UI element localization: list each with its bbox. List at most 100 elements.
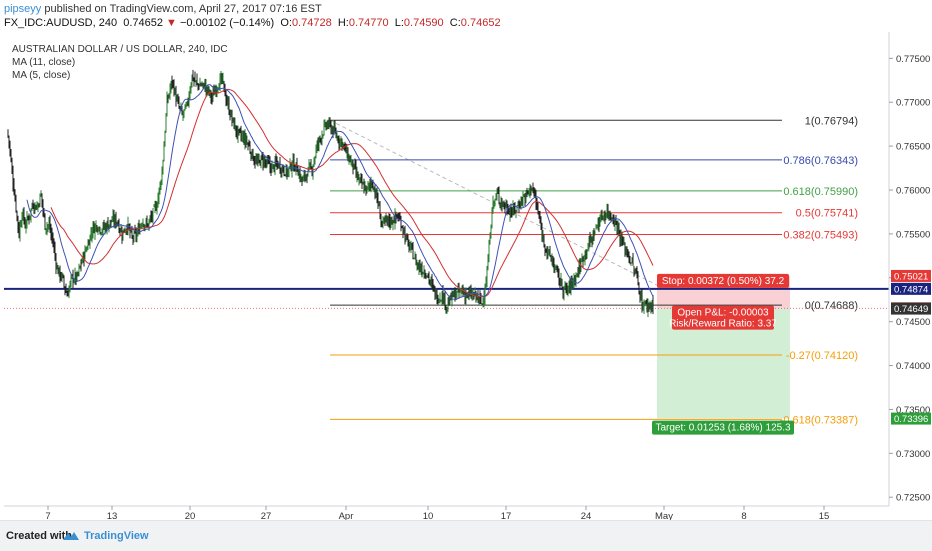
candle-body <box>126 229 128 231</box>
candle-body <box>123 228 125 233</box>
target-label-box[interactable] <box>652 420 794 435</box>
candle-body <box>500 201 502 205</box>
candle-body <box>590 238 592 240</box>
candle-body <box>158 188 160 199</box>
candle-body <box>506 203 508 211</box>
candle-body <box>527 190 529 193</box>
candle-body <box>358 178 360 180</box>
candle-body <box>334 126 336 132</box>
candle-body <box>609 211 611 217</box>
candle-body <box>604 215 606 219</box>
candle-body <box>250 152 252 158</box>
candle-body <box>23 210 25 222</box>
candle-body <box>530 186 532 192</box>
stop-label-box[interactable] <box>657 273 789 288</box>
candle-body <box>598 223 600 227</box>
candle-body <box>138 226 140 234</box>
candle-body <box>429 280 431 282</box>
candle-body <box>563 287 565 294</box>
candle-body <box>505 204 507 207</box>
time-tick-label: 13 <box>107 511 118 520</box>
candle-body <box>328 120 330 126</box>
candle-body <box>132 237 134 239</box>
candle-body <box>627 251 629 258</box>
candle-body <box>378 205 380 207</box>
candle-body <box>208 87 210 93</box>
candle-body <box>482 298 484 304</box>
chart-header: pipseyy published on TradingView.com, Ap… <box>0 0 932 30</box>
candle-body <box>487 260 489 270</box>
candle-body <box>280 169 282 173</box>
candle-body <box>193 79 195 81</box>
stop-label-text: Stop: 0.00372 (0.50%) 37.2 <box>662 276 785 287</box>
pnl-label-box[interactable] <box>672 305 774 330</box>
low-value: 0.74590 <box>403 17 444 29</box>
candle-body <box>502 202 504 205</box>
candle-body <box>402 226 404 232</box>
candle-body <box>7 130 9 137</box>
candle-body <box>380 218 382 222</box>
candle-body <box>555 267 557 269</box>
candle-body <box>616 222 618 231</box>
candle-body <box>153 206 155 207</box>
candle-body <box>198 84 200 88</box>
created-with-label: Created with <box>6 530 73 542</box>
candle-body <box>570 279 572 291</box>
candle-body <box>512 205 514 215</box>
candle-body <box>333 127 335 135</box>
legend-title: AUSTRALIAN DOLLAR / US DOLLAR, 240, IDC <box>12 44 228 55</box>
candle-body <box>432 283 434 286</box>
candle-body <box>332 126 334 135</box>
candle-body <box>313 160 315 166</box>
candle-body <box>464 292 466 299</box>
candle-body <box>225 95 227 102</box>
candle-body <box>143 224 145 228</box>
fib-level-label: 0(0.74688) <box>805 300 858 312</box>
candle-body <box>15 197 17 212</box>
legend-ma11[interactable]: MA (11, close) <box>12 57 76 68</box>
candle-body <box>201 84 203 86</box>
candle-body <box>306 176 308 178</box>
candle-body <box>614 218 616 225</box>
ma5-line[interactable] <box>26 84 654 301</box>
candle-body <box>182 113 184 115</box>
publish-info: pipseyy published on TradingView.com, Ap… <box>4 3 322 15</box>
candle-body <box>490 225 492 238</box>
candle-body <box>349 157 351 163</box>
legend-ma5[interactable]: MA (5, close) <box>12 70 71 81</box>
candle-body <box>526 191 528 193</box>
candle-body <box>308 165 310 169</box>
candle-body <box>386 216 388 220</box>
candle-body <box>437 301 439 303</box>
candle-body <box>37 204 39 209</box>
candle-body <box>267 160 269 162</box>
candle-body <box>257 158 259 163</box>
candle-body <box>213 91 215 96</box>
candle-body <box>86 249 88 251</box>
author-link[interactable]: pipseyy <box>4 3 42 15</box>
candle-body <box>144 225 146 227</box>
candle-body <box>25 225 27 227</box>
candle-body <box>236 131 238 136</box>
candle-body <box>553 263 555 269</box>
candle-body <box>531 188 533 190</box>
candle-body <box>424 272 426 276</box>
candle-body <box>108 224 110 230</box>
candle-body <box>75 273 77 281</box>
candle-body <box>400 220 402 229</box>
candle-body <box>581 258 583 261</box>
candle-body <box>283 169 285 174</box>
candle-body <box>602 216 604 221</box>
candle-body <box>197 83 199 85</box>
close-label: C: <box>449 17 461 29</box>
candle-body <box>492 201 494 210</box>
tradingview-logo-icon[interactable] <box>62 529 80 541</box>
candle-body <box>403 230 405 234</box>
tradingview-brand[interactable]: TradingView <box>84 530 149 542</box>
plot-area[interactable] <box>4 32 889 506</box>
candle-body <box>534 195 536 197</box>
price-chart[interactable]: 1(0.76794) 0.786(0.76343) 0.618(0.75990) 0.… <box>0 0 932 520</box>
candle-body <box>59 267 61 278</box>
candle-body <box>106 222 108 230</box>
candle-body <box>245 135 247 142</box>
